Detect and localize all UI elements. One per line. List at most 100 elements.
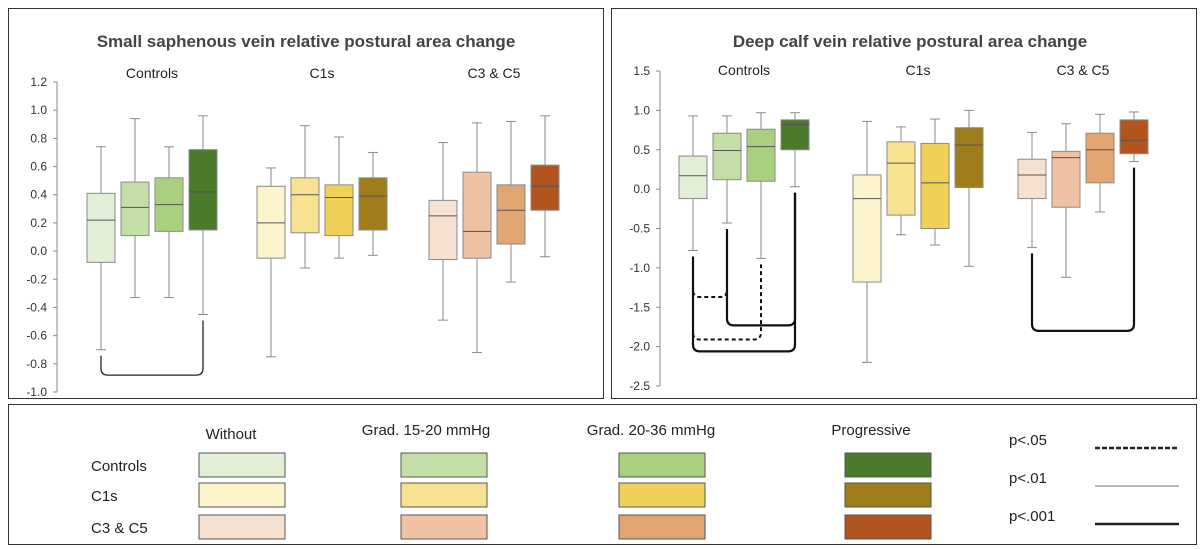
chart2-significance-bracket-0 <box>692 228 728 299</box>
chart2-box-c1s-grad-20-36-mmhg <box>920 118 950 246</box>
chart1-ytick-label: -0.6 <box>26 329 47 343</box>
box-body <box>1051 150 1081 208</box>
chart1-ytick-label: -0.2 <box>26 272 47 286</box>
chart1-box-c3-c5-without <box>428 142 458 321</box>
chart1-significance-bracket-0 <box>100 320 204 376</box>
deep-calf-chart: Deep calf vein relative postural area ch… <box>611 8 1197 399</box>
box-body <box>86 192 116 263</box>
chart2-significance-bracket-4 <box>1030 167 1136 332</box>
chart1-box-c1s-progressive <box>358 151 388 256</box>
box-body <box>1085 132 1115 184</box>
chart1-box-controls-grad-20-36-mmhg <box>154 146 184 299</box>
legend-swatch-controls-grad-15-20-mmhg <box>400 452 488 478</box>
chart1-box-c3-c5-progressive <box>530 115 560 258</box>
box-body <box>496 184 526 245</box>
box-body <box>358 177 388 231</box>
legend-sig-label-0: p<.05 <box>1009 432 1047 449</box>
legend-swatch-c3-c5-grad-15-20-mmhg <box>400 514 488 540</box>
legend-swatch-c1s-grad-20-36-mmhg <box>618 482 706 508</box>
box-body <box>530 164 560 211</box>
legend-panel: Without Grad. 15-20 mmHg Grad. 20-36 mmHg P… <box>8 404 1197 545</box>
box-body <box>428 199 458 261</box>
chart2-box-controls-grad-20-36-mmhg <box>746 112 776 259</box>
chart2-group-label-c1s: C1s <box>906 62 931 78</box>
chart2-ytick-label: -2.0 <box>629 340 650 354</box>
chart2-box-controls-grad-15-20-mmhg <box>712 115 742 224</box>
chart1-ytick-label: 0.4 <box>30 188 47 202</box>
box-body <box>188 149 218 231</box>
small-saphenous-chart: Small saphenous vein relative postural a… <box>8 8 604 399</box>
chart2-box-c3-c5-progressive <box>1119 111 1149 163</box>
chart2-group-label-controls: Controls <box>718 62 770 78</box>
legend-swatch-c1s-progressive <box>844 482 932 508</box>
box-body <box>324 184 354 237</box>
legend-swatch-c3-c5-grad-20-36-mmhg <box>618 514 706 540</box>
chart2-ytick-label: -0.5 <box>629 222 650 236</box>
chart1-ytick-label: 0.8 <box>30 131 47 145</box>
legend-swatch-controls-grad-20-36-mmhg <box>618 452 706 478</box>
legend-header-without: Without <box>206 426 258 443</box>
box-body <box>746 128 776 182</box>
legend-header-grad-15-20-mmhg: Grad. 15-20 mmHg <box>362 422 490 439</box>
chart1-ytick-label: 1.2 <box>30 75 47 89</box>
box-body <box>256 185 286 259</box>
chart2-box-controls-progressive <box>780 112 810 188</box>
chart2-box-c3-c5-grad-20-36-mmhg <box>1085 113 1115 213</box>
box-body <box>462 171 492 259</box>
legend-swatch-c1s-without <box>198 482 286 508</box>
chart1-group-label-controls: Controls <box>126 65 178 81</box>
chart1-box-c3-c5-grad-20-36-mmhg <box>496 120 526 283</box>
legend-swatch-c3-c5-without <box>198 514 286 540</box>
small-saphenous-plot: Small saphenous vein relative postural a… <box>26 32 560 398</box>
legend-header-progressive: Progressive <box>831 422 910 439</box>
box-body <box>886 141 916 216</box>
box-body <box>120 181 150 237</box>
chart2-significance-bracket-3 <box>691 192 797 353</box>
chart1-box-c1s-without <box>256 167 286 358</box>
chart1-box-controls-without <box>86 146 116 351</box>
chart2-box-c3-c5-grad-15-20-mmhg <box>1051 123 1081 278</box>
chart2-ytick-label: -1.0 <box>629 261 650 275</box>
chart1-ytick-label: 0.2 <box>30 216 47 230</box>
box-body <box>954 127 984 189</box>
chart2-box-c1s-grad-15-20-mmhg <box>886 126 916 236</box>
chart1-ytick-label: 0.6 <box>30 160 47 174</box>
chart1-ytick-label: 0.0 <box>30 244 47 258</box>
chart2-box-c3-c5-without <box>1017 131 1047 248</box>
legend-swatch-controls-without <box>198 452 286 478</box>
chart1-ytick-label: -0.8 <box>26 357 47 371</box>
box-body <box>1017 158 1047 200</box>
chart2-group-label-c3-c5: C3 & C5 <box>1057 62 1110 78</box>
chart1-box-c1s-grad-20-36-mmhg <box>324 136 354 259</box>
chart2-ytick-label: 0.0 <box>633 182 650 196</box>
chart2-ytick-label: 1.0 <box>633 103 650 117</box>
legend-plot: Without Grad. 15-20 mmHg Grad. 20-36 mmHg P… <box>91 422 1179 540</box>
box-body <box>920 142 950 229</box>
chart2-box-c1s-without <box>852 120 882 363</box>
chart1-ytick-label: -0.4 <box>26 300 47 314</box>
chart1-title: Small saphenous vein relative postural a… <box>97 32 516 51</box>
chart1-box-c1s-grad-15-20-mmhg <box>290 125 320 269</box>
chart1-box-controls-progressive <box>188 115 218 315</box>
chart2-ytick-label: -2.5 <box>629 379 650 393</box>
chart1-group-label-c3-c5: C3 & C5 <box>468 65 521 81</box>
chart2-box-c1s-progressive <box>954 109 984 267</box>
chart1-ytick-label: -1.0 <box>26 385 47 398</box>
box-body <box>678 155 708 200</box>
deep-calf-plot: Deep calf vein relative postural area ch… <box>629 32 1149 393</box>
legend-sig-label-1: p<.01 <box>1009 470 1047 487</box>
chart2-ytick-label: -1.5 <box>629 300 650 314</box>
chart1-ytick-label: 1.0 <box>30 103 47 117</box>
legend-header-grad-20-36-mmhg: Grad. 20-36 mmHg <box>587 422 715 439</box>
legend-swatch-controls-progressive <box>844 452 932 478</box>
chart1-box-controls-grad-15-20-mmhg <box>120 118 150 299</box>
chart1-box-c3-c5-grad-15-20-mmhg <box>462 122 492 354</box>
chart2-ytick-label: 0.5 <box>633 143 650 157</box>
box-body <box>1119 119 1149 155</box>
box-body <box>712 132 742 181</box>
legend-swatch-c1s-grad-15-20-mmhg <box>400 482 488 508</box>
chart1-group-label-c1s: C1s <box>310 65 335 81</box>
box-body <box>852 174 882 283</box>
chart2-box-controls-without <box>678 115 708 252</box>
chart2-title: Deep calf vein relative postural area ch… <box>733 32 1087 51</box>
